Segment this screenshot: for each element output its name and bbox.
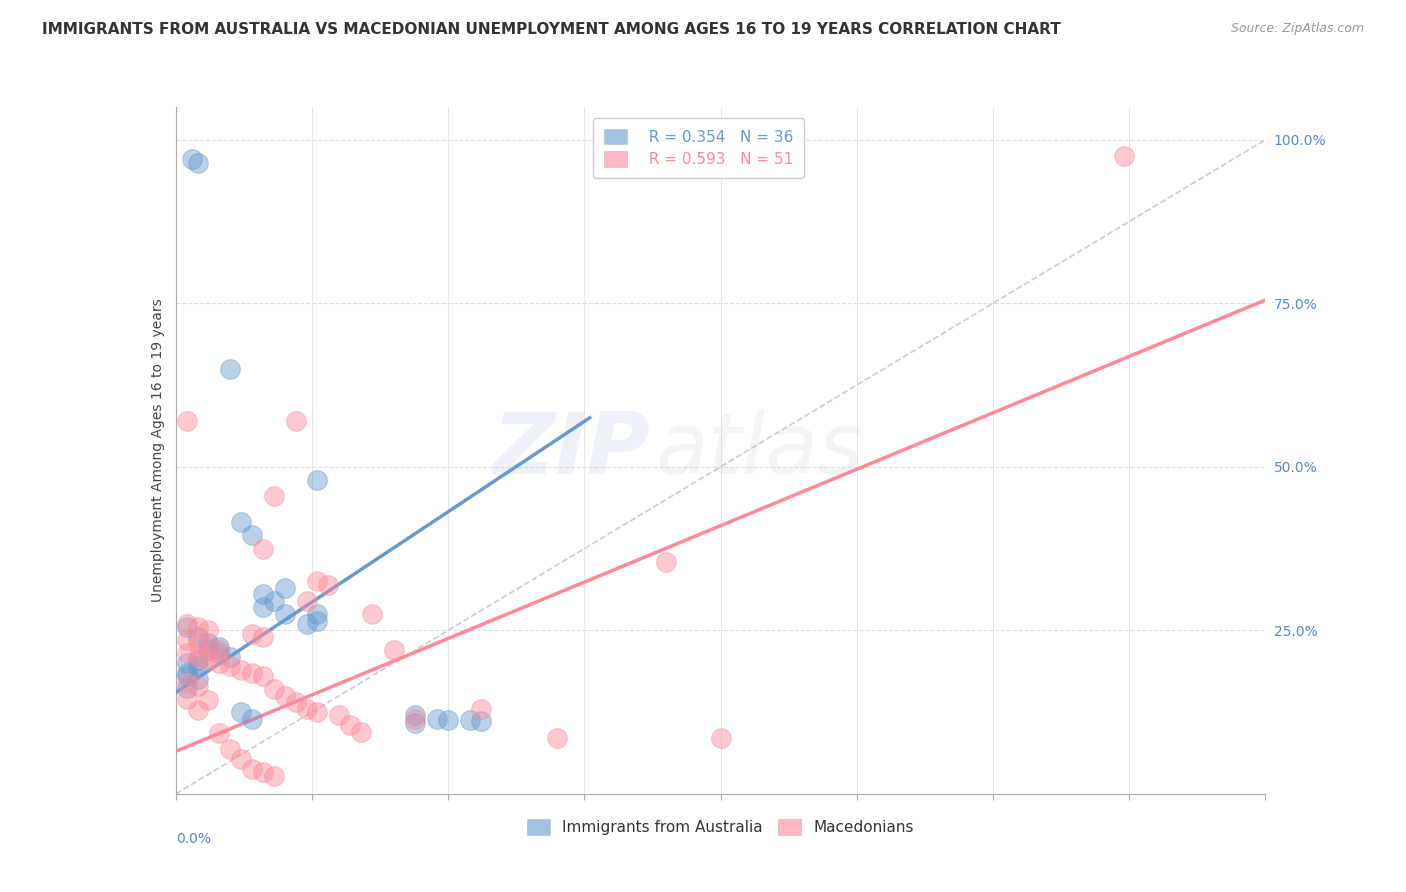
Point	[295, 616, 318, 631]
Point	[284, 414, 307, 428]
Point	[176, 616, 198, 631]
Point	[219, 742, 242, 756]
Point	[219, 659, 242, 673]
Point	[176, 414, 198, 428]
Point	[176, 675, 198, 690]
Point	[186, 679, 209, 693]
Point	[240, 626, 263, 640]
Point	[470, 714, 492, 728]
Point	[231, 752, 253, 766]
Point	[181, 153, 204, 167]
Point	[197, 693, 219, 707]
Point	[208, 646, 231, 660]
Point	[307, 607, 329, 621]
Point	[252, 765, 274, 780]
Point	[231, 516, 253, 530]
Point	[252, 600, 274, 615]
Point	[186, 649, 209, 664]
Point	[176, 633, 198, 648]
Point	[208, 656, 231, 670]
Point	[197, 653, 219, 667]
Point	[219, 649, 242, 664]
Point	[295, 702, 318, 716]
Point	[307, 574, 329, 589]
Point	[186, 703, 209, 717]
Point	[197, 640, 219, 654]
Point	[186, 630, 209, 644]
Text: Source: ZipAtlas.com: Source: ZipAtlas.com	[1230, 22, 1364, 36]
Point	[208, 726, 231, 740]
Point	[186, 659, 209, 673]
Point	[186, 673, 209, 687]
Point	[176, 646, 198, 660]
Point	[274, 581, 297, 595]
Point	[339, 718, 361, 732]
Point	[186, 636, 209, 650]
Point	[710, 731, 733, 746]
Legend: Immigrants from Australia, Macedonians: Immigrants from Australia, Macedonians	[522, 813, 920, 841]
Point	[197, 636, 219, 650]
Point	[252, 587, 274, 601]
Point	[219, 361, 242, 376]
Point	[426, 712, 449, 726]
Point	[176, 656, 198, 670]
Point	[1112, 149, 1135, 163]
Point	[274, 607, 297, 621]
Point	[263, 768, 285, 782]
Point	[295, 594, 318, 608]
Point	[470, 702, 492, 716]
Point	[208, 643, 231, 657]
Point	[655, 555, 678, 569]
Point	[318, 577, 340, 591]
Point	[186, 653, 209, 667]
Text: 0.0%: 0.0%	[176, 831, 211, 846]
Point	[350, 724, 373, 739]
Point	[252, 669, 274, 683]
Point	[197, 643, 219, 657]
Y-axis label: Unemployment Among Ages 16 to 19 years: Unemployment Among Ages 16 to 19 years	[150, 299, 165, 602]
Point	[307, 705, 329, 719]
Point	[284, 695, 307, 709]
Text: IMMIGRANTS FROM AUSTRALIA VS MACEDONIAN UNEMPLOYMENT AMONG AGES 16 TO 19 YEARS C: IMMIGRANTS FROM AUSTRALIA VS MACEDONIAN …	[42, 22, 1062, 37]
Point	[208, 640, 231, 654]
Point	[240, 665, 263, 680]
Point	[405, 716, 427, 731]
Text: ZIP: ZIP	[492, 409, 650, 492]
Point	[176, 665, 198, 680]
Point	[263, 594, 285, 608]
Point	[546, 731, 568, 746]
Point	[176, 692, 198, 706]
Point	[252, 630, 274, 644]
Point	[360, 607, 382, 621]
Point	[307, 473, 329, 487]
Point	[328, 708, 350, 723]
Point	[197, 624, 219, 638]
Point	[186, 620, 209, 634]
Point	[405, 708, 427, 723]
Point	[186, 155, 209, 169]
Point	[240, 528, 263, 542]
Point	[263, 489, 285, 503]
Point	[240, 762, 263, 776]
Point	[252, 541, 274, 556]
Point	[307, 614, 329, 628]
Point	[176, 681, 198, 695]
Point	[231, 663, 253, 677]
Point	[240, 712, 263, 726]
Point	[274, 689, 297, 703]
Point	[437, 713, 460, 727]
Point	[405, 712, 427, 726]
Point	[176, 669, 198, 683]
Point	[231, 705, 253, 719]
Point	[382, 643, 405, 657]
Point	[176, 620, 198, 634]
Text: atlas: atlas	[655, 409, 863, 492]
Point	[263, 682, 285, 697]
Point	[458, 713, 481, 727]
